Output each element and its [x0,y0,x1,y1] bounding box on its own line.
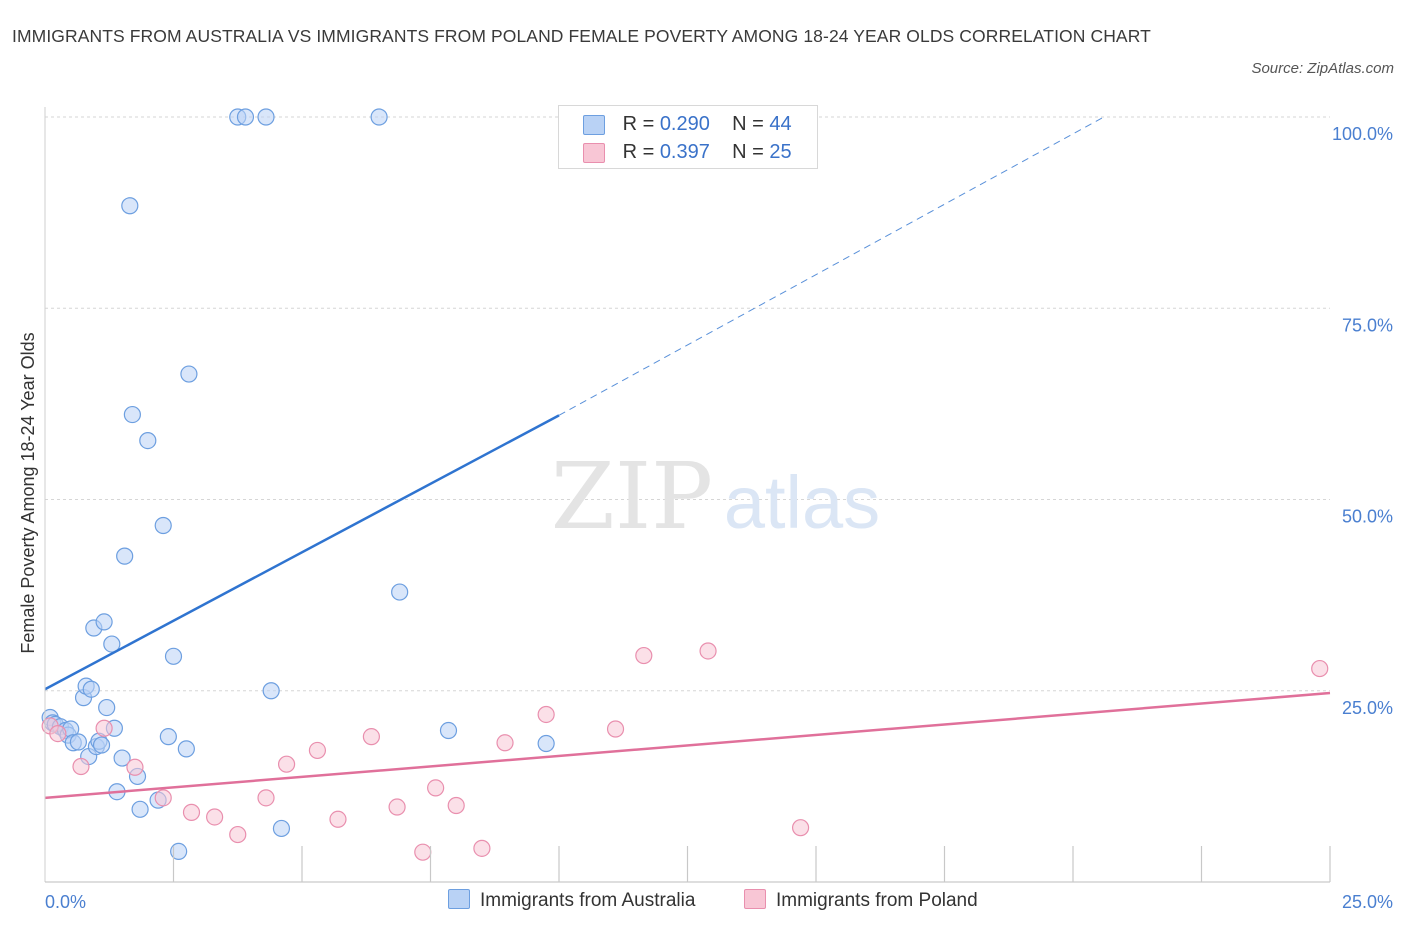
australia-point [177,740,195,758]
points-layer [41,108,1329,861]
australia-point [439,721,458,740]
stats-n-label: N = [732,141,770,163]
poland-point [329,810,347,828]
watermark: ZIP atlas [551,443,880,550]
y-tick-label: 50.0% [1342,507,1393,527]
stats-n-value: 44 [769,113,792,135]
australia-point [82,680,100,698]
y-tick-label: 75.0% [1342,315,1393,335]
poland-point [388,798,406,816]
stats-row-australia: R = 0.290 N = 44 [583,110,792,138]
australia-point [262,682,280,700]
legend-swatch-australia [448,888,470,909]
stats-n-label: N = [732,113,770,135]
poland-point [473,839,491,857]
australia-point [257,108,275,126]
poland-point [537,705,555,724]
stats-swatch-australia [583,114,605,135]
stats-r-value: 0.397 [659,141,710,163]
poland-point [257,789,275,807]
y-tick-label: 100.0% [1332,124,1393,144]
x-tick-label: 25.0% [1342,892,1393,912]
legend-item-poland[interactable]: Immigrants from Poland [744,888,978,912]
watermark-zip: ZIP [551,443,713,550]
australia-point [103,635,121,653]
legend: Immigrants from Australia Immigrants fro… [0,886,1406,918]
australia-point [95,613,113,631]
australia-point [159,728,177,746]
australia-point [236,108,255,126]
poland-point [49,724,67,743]
poland-point [699,642,717,660]
stats-swatch-poland [583,142,605,163]
australia-point [370,108,388,126]
poland-point [1311,659,1329,678]
stats-n-value: 25 [769,141,792,163]
poland-point [447,796,465,815]
australia-point [272,819,291,838]
y-tick-label: 25.0% [1342,698,1393,718]
australia-point [154,516,172,535]
poland-point [95,719,113,737]
y-axis-label: Female Poverty Among 18-24 Year Olds [18,332,38,653]
australia-point [123,405,141,424]
poland-point [496,734,514,752]
australia-point [92,736,111,754]
axes-layer: 100.0% 75.0% 50.0% 25.0% 0.0% 25.0% [44,107,1393,912]
poland-point [362,728,380,746]
australia-trend-line [44,414,560,691]
poland-point [791,819,810,837]
poland-point [606,720,625,738]
legend-label: Immigrants from Australia [480,890,696,911]
australia-point [139,431,157,450]
grid-layer [45,116,1330,692]
x-tick-label: 0.0% [45,892,86,912]
australia-point [131,800,149,818]
australia-trend-extension [558,116,1105,416]
australia-point [164,647,183,665]
poland-point [277,755,296,773]
poland-point [154,789,172,807]
poland-point [414,843,432,861]
legend-label: Immigrants from Poland [776,890,978,911]
trend-layer [44,116,1331,800]
poland-point [206,808,224,826]
stats-r-label: R = [622,113,660,135]
poland-point [635,646,653,665]
poland-point [182,803,201,821]
poland-point [126,758,144,776]
australia-point [113,749,131,767]
poland-point [72,757,90,776]
legend-swatch-poland [744,888,766,909]
chart-title: IMMIGRANTS FROM AUSTRALIA VS IMMIGRANTS … [12,26,1151,46]
source-credit: Source: ZipAtlas.com [1251,60,1394,77]
australia-point [121,197,139,215]
australia-point [180,365,198,383]
australia-point [116,547,134,565]
stats-box: R = 0.290 N = 44 R = 0.397 N = 25 [558,105,818,169]
stats-r-value: 0.290 [659,113,710,135]
australia-point [170,842,188,861]
stats-r-label: R = [622,141,660,163]
poland-point [229,825,247,844]
poland-point [427,779,445,797]
stats-row-poland: R = 0.397 N = 25 [583,138,792,166]
australia-point [391,583,409,601]
australia-point [69,733,88,751]
australia-point [537,734,555,753]
australia-point [98,698,116,717]
poland-point [308,741,327,760]
poland-trend-line [44,691,1331,800]
legend-item-australia[interactable]: Immigrants from Australia [448,888,696,912]
watermark-atlas: atlas [724,461,880,544]
